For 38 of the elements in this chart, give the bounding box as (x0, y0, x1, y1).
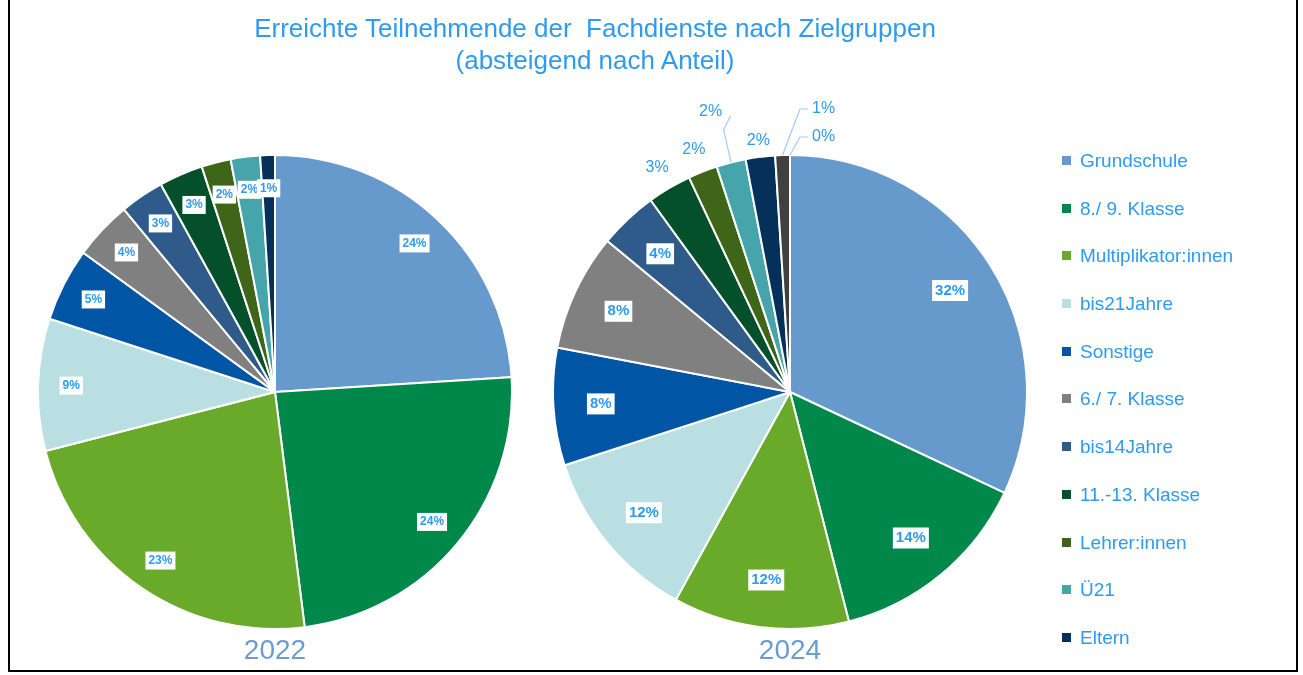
legend-label: Sonstige (1080, 340, 1154, 363)
chart-title: Erreichte Teilnehmende der Fachdienste nach Zielgruppen (253, 12, 937, 44)
data-label: 2% (746, 131, 770, 149)
text: 0% (812, 127, 836, 145)
data-label: 1% (812, 99, 836, 117)
data-label: 9% (62, 377, 81, 392)
legend-label: Multiplikator:innen (1080, 245, 1234, 268)
data-label: 24% (402, 235, 427, 250)
text: 2024 (757, 634, 823, 666)
legend-label: Eltern (1080, 626, 1130, 649)
data-label: 4% (649, 243, 672, 261)
legend-label: 8./ 9. Klasse (1080, 197, 1185, 220)
data-label: 2% (699, 102, 723, 120)
data-label: 2% (215, 186, 234, 201)
legend-label: 6./ 7. Klasse (1080, 388, 1185, 411)
legend-label: bis14Jahre (1080, 436, 1173, 459)
data-label: 5% (84, 291, 103, 306)
data-label: 4% (117, 244, 136, 259)
data-label: 3% (151, 215, 170, 230)
data-label: 2% (682, 139, 706, 157)
legend-label: bis21Jahre (1080, 293, 1173, 316)
legend-label: Ü21 (1080, 579, 1115, 602)
legend-label: Grundschule (1080, 150, 1188, 172)
data-label: 14% (895, 528, 926, 546)
data-label: 8% (607, 301, 630, 319)
legend-label: Lehrer:innen (1080, 531, 1187, 554)
chart-subtitle: (absteigend nach Anteil) (454, 44, 736, 76)
data-label: 3% (185, 197, 204, 212)
data-label: 12% (628, 503, 659, 520)
data-label: 24% (420, 514, 445, 529)
data-label: 23% (148, 552, 173, 567)
legend-label: 11.-13. Klasse (1080, 483, 1201, 506)
data-label: 12% (751, 570, 782, 588)
data-label: 1% (259, 180, 278, 195)
text: 2022 (242, 634, 308, 666)
data-label: 8% (589, 394, 612, 412)
data-label: 3% (645, 157, 669, 175)
data-label: 32% (935, 280, 966, 298)
